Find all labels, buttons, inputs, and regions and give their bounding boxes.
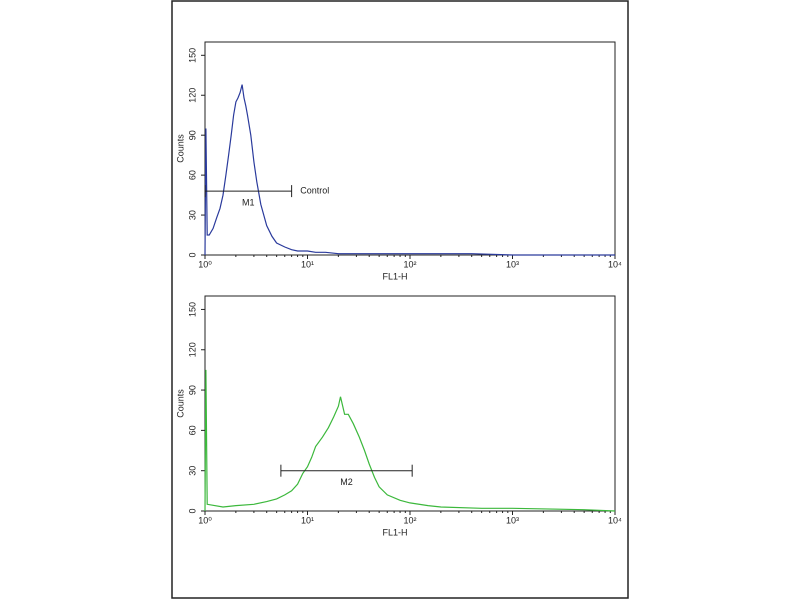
plot-area — [204, 295, 616, 512]
y-tick-label: 30 — [187, 466, 197, 476]
x-tick-label: 10⁰ — [198, 259, 212, 269]
y-tick-label: 0 — [187, 252, 197, 257]
x-tick-label: 10² — [403, 515, 416, 525]
y-tick-label: 0 — [187, 508, 197, 513]
y-tick-label: 90 — [187, 130, 197, 140]
y-tick-label: 150 — [187, 48, 197, 63]
panel: 0 30 60 90 120 150 10⁰ 10¹ 10² 10³ 10⁴ FL1-H Counts M… — [175, 41, 622, 281]
x-tick-label: 10⁰ — [198, 515, 212, 525]
x-tick-label: 10¹ — [301, 515, 314, 525]
y-tick-label: 60 — [187, 425, 197, 435]
y-axis-label: Counts — [175, 389, 185, 418]
annotation: Control — [300, 185, 329, 195]
frame — [171, 0, 629, 599]
x-tick-label: 10² — [403, 259, 416, 269]
y-tick-label: 120 — [187, 88, 197, 103]
x-tick-label: 10³ — [506, 259, 519, 269]
y-tick-label: 90 — [187, 385, 197, 395]
y-tick-label: 150 — [187, 302, 197, 317]
y-tick-label: 120 — [187, 342, 197, 357]
histogram-line — [204, 84, 615, 256]
y-tick-label: 30 — [187, 210, 197, 220]
x-tick-label: 10¹ — [301, 259, 314, 269]
x-axis-label: FL1-H — [382, 271, 407, 281]
histogram-line — [204, 369, 616, 512]
gate-label: M1 — [242, 197, 255, 207]
gate-label: M2 — [340, 477, 353, 487]
x-tick-label: 10⁴ — [608, 259, 622, 269]
x-tick-label: 10³ — [506, 515, 519, 525]
panel: 0 30 60 90 120 150 10⁰ 10¹ 10² 10³ 10⁴ FL1-H Counts M… — [175, 295, 622, 537]
x-axis-label: FL1-H — [382, 527, 407, 537]
y-axis-label: Counts — [175, 134, 185, 163]
x-tick-label: 10⁴ — [608, 515, 622, 525]
y-tick-label: 60 — [187, 170, 197, 180]
